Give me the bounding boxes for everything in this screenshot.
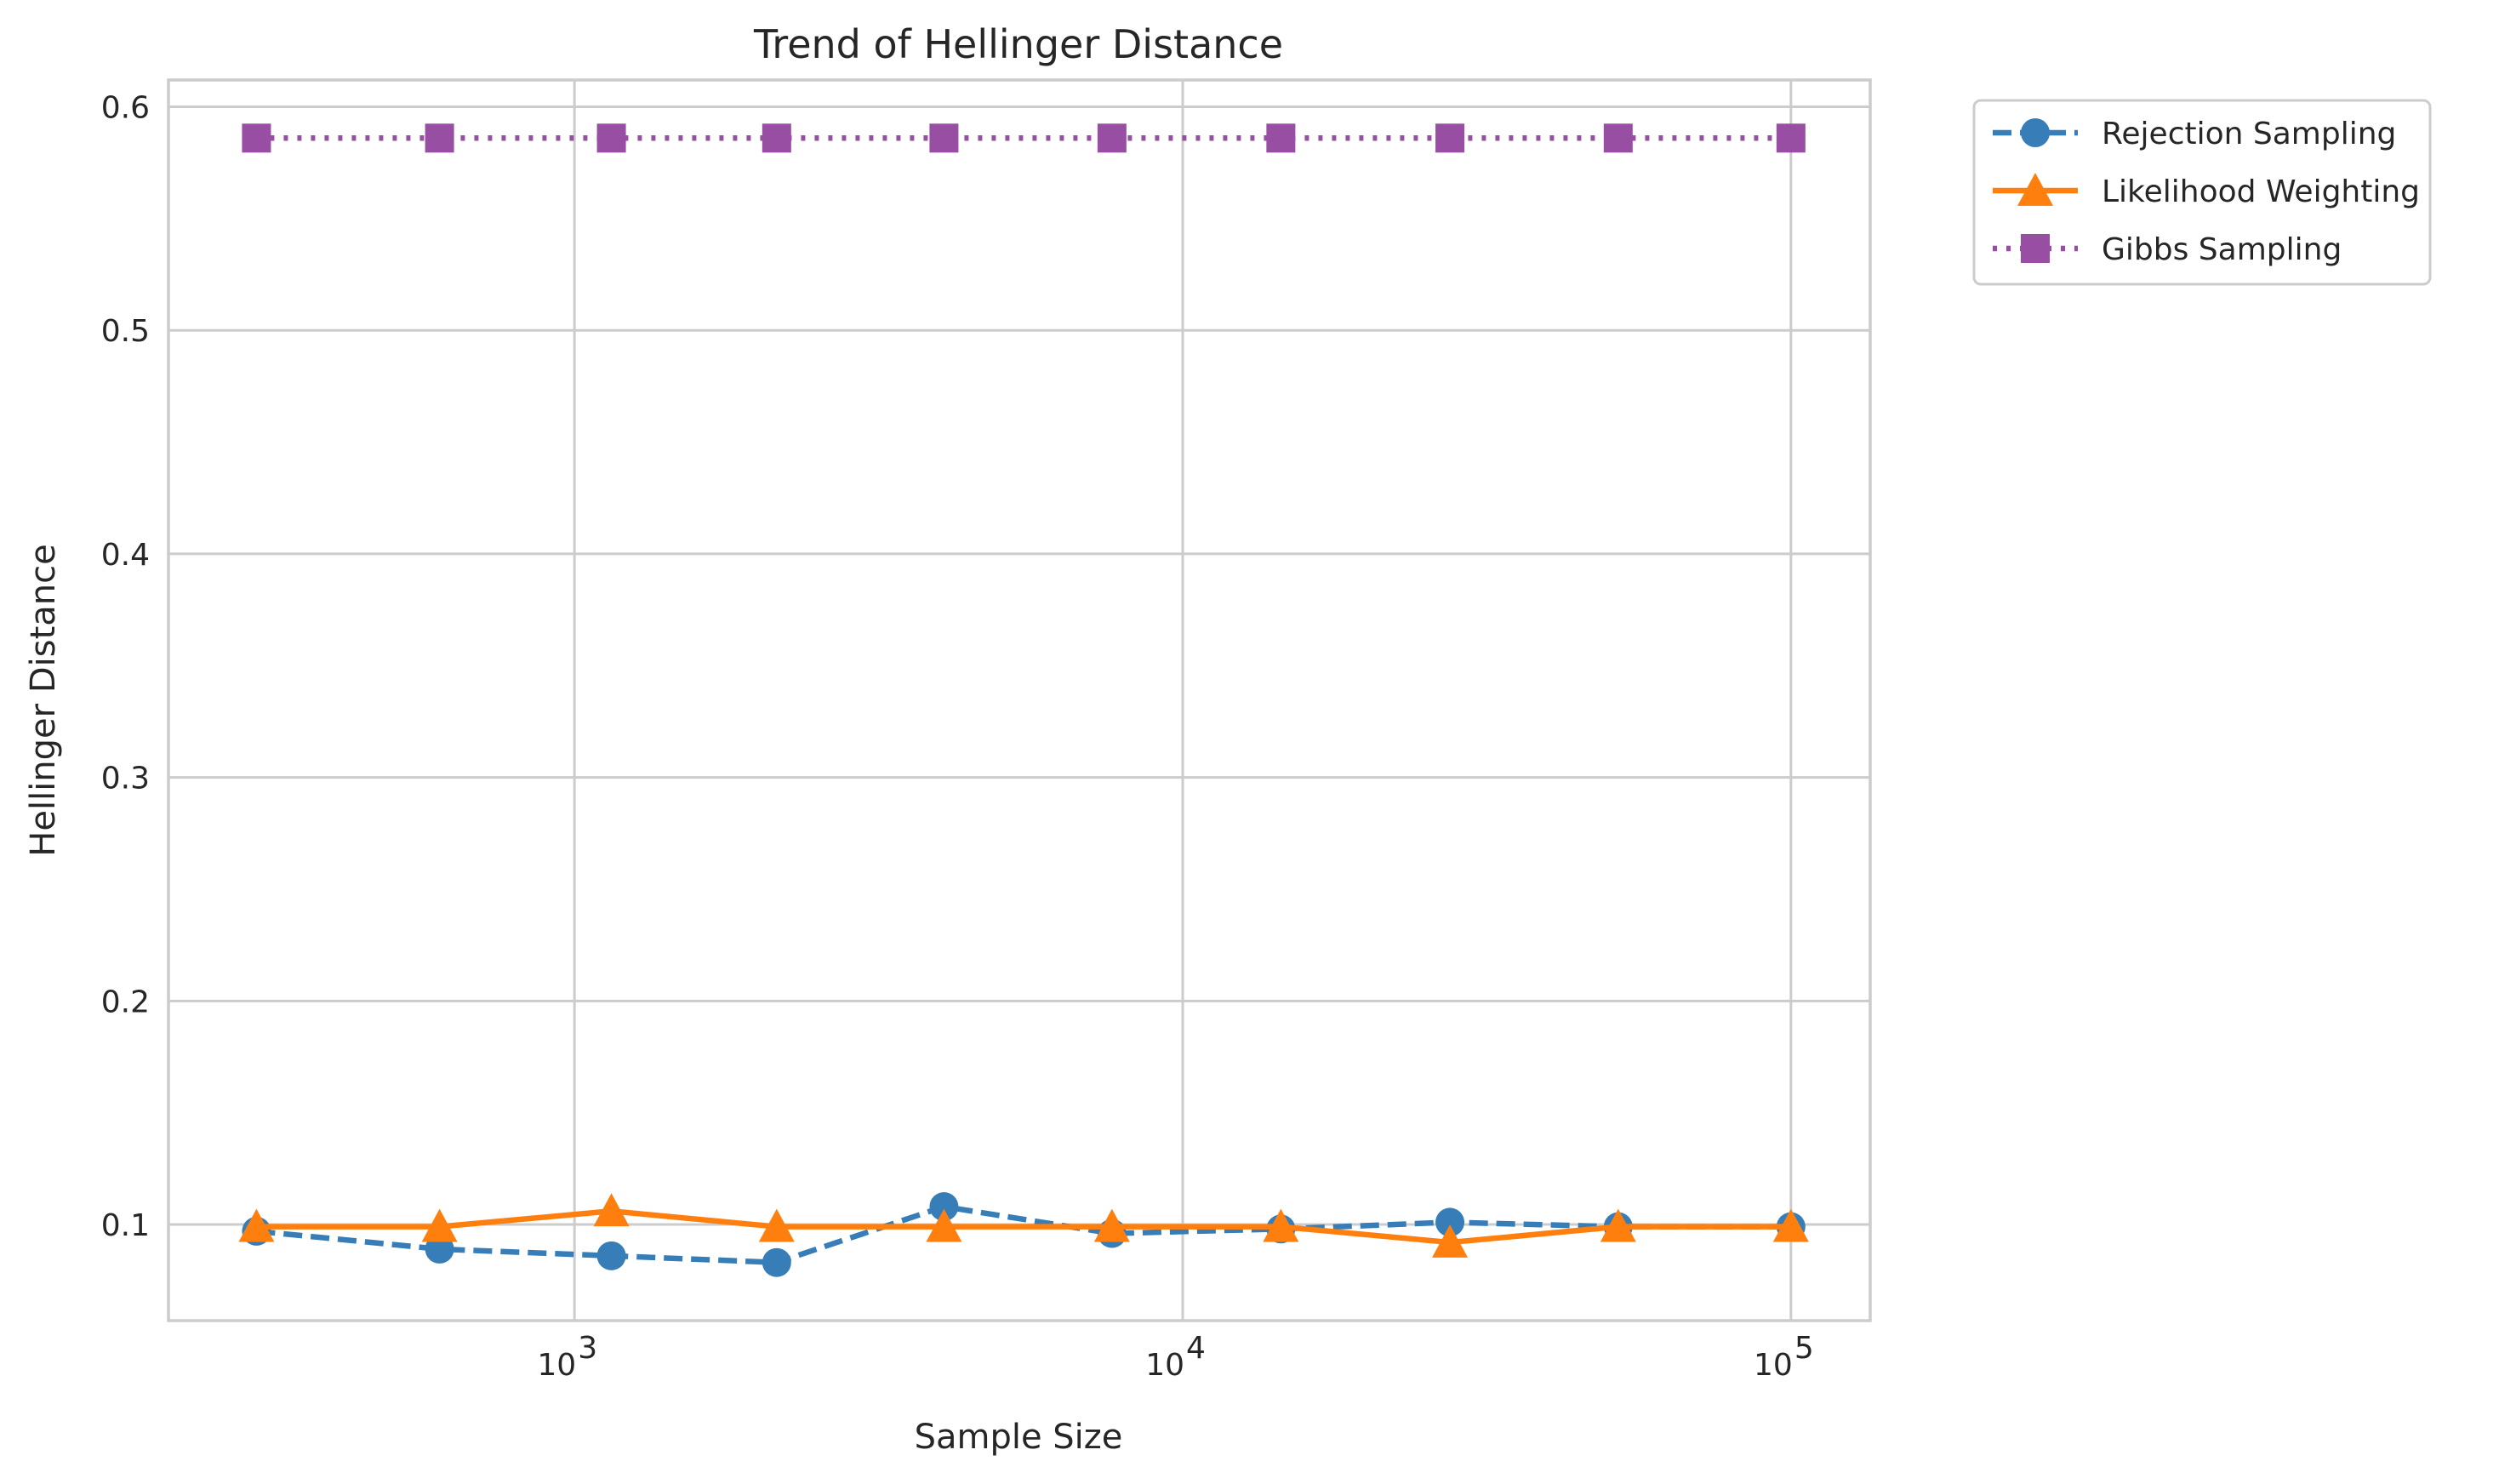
series-layer bbox=[238, 123, 1809, 1277]
data-point bbox=[758, 1208, 795, 1242]
y-tick-label: 0.4 bbox=[101, 538, 150, 573]
data-point bbox=[926, 1208, 962, 1242]
series-line bbox=[256, 1208, 1791, 1246]
plot-frame bbox=[167, 78, 1872, 1322]
data-point bbox=[762, 123, 791, 153]
x-tick-base: 10 bbox=[1145, 1348, 1184, 1383]
grid bbox=[168, 80, 1870, 1321]
chart-title: Trend of Hellinger Distance bbox=[753, 21, 1283, 67]
data-point bbox=[596, 123, 626, 153]
legend-label: Likelihood Weighting bbox=[2102, 174, 2420, 209]
data-point bbox=[425, 123, 454, 153]
x-tick-exponent: 5 bbox=[1794, 1331, 1814, 1366]
data-point bbox=[929, 123, 959, 153]
data-point bbox=[929, 1192, 959, 1222]
data-point bbox=[762, 1247, 791, 1277]
data-point bbox=[1603, 123, 1633, 153]
data-point bbox=[1435, 123, 1465, 153]
data-point bbox=[1776, 123, 1806, 153]
legend-item: Likelihood Weighting bbox=[1993, 173, 2420, 209]
series-likelihood-weighting bbox=[238, 1193, 1809, 1258]
legend-label: Gibbs Sampling bbox=[2102, 232, 2342, 267]
tick-labels: 0.10.20.30.40.50.610 3 10 4 10 5 bbox=[101, 91, 1814, 1383]
data-point bbox=[242, 123, 271, 153]
legend-marker bbox=[2021, 234, 2050, 263]
legend-marker bbox=[2017, 173, 2053, 206]
y-tick-label: 0.5 bbox=[101, 314, 150, 349]
legend-marker bbox=[2021, 118, 2050, 147]
x-tick-exponent: 4 bbox=[1186, 1331, 1206, 1366]
series-gibbs-sampling bbox=[242, 123, 1806, 153]
data-point bbox=[1435, 1207, 1465, 1237]
y-axis-label: Hellinger Distance bbox=[24, 544, 63, 856]
data-point bbox=[593, 1193, 630, 1227]
x-tick-base: 10 bbox=[537, 1348, 576, 1383]
y-tick-label: 0.2 bbox=[101, 985, 150, 1019]
data-point bbox=[1600, 1208, 1636, 1242]
legend-box bbox=[1972, 99, 2432, 286]
data-point bbox=[596, 1241, 626, 1270]
data-point bbox=[1263, 1208, 1299, 1242]
data-point bbox=[238, 1208, 275, 1242]
legend-label: Rejection Sampling bbox=[2102, 117, 2396, 151]
data-point bbox=[421, 1208, 458, 1242]
data-point bbox=[1093, 1208, 1130, 1242]
data-point bbox=[1266, 123, 1296, 153]
x-tick-label: 10 3 bbox=[537, 1331, 597, 1383]
legend-item: Rejection Sampling bbox=[1993, 117, 2396, 151]
x-tick-label: 10 5 bbox=[1754, 1331, 1814, 1383]
data-point bbox=[1097, 123, 1127, 153]
y-tick-label: 0.3 bbox=[101, 762, 150, 796]
series-line bbox=[256, 1203, 1791, 1265]
y-tick-label: 0.1 bbox=[101, 1208, 150, 1243]
legend-item: Gibbs Sampling bbox=[1993, 232, 2342, 267]
x-tick-exponent: 3 bbox=[578, 1331, 597, 1366]
x-axis-label: Sample Size bbox=[915, 1418, 1123, 1457]
data-point bbox=[1432, 1224, 1469, 1258]
legend: Rejection Sampling Likelihood Weighting Gi… bbox=[1972, 99, 2432, 286]
series-rejection-sampling bbox=[242, 1192, 1806, 1277]
x-tick-base: 10 bbox=[1754, 1348, 1793, 1383]
x-tick-label: 10 4 bbox=[1145, 1331, 1206, 1383]
y-tick-label: 0.6 bbox=[101, 91, 150, 126]
data-point bbox=[1772, 1208, 1809, 1242]
